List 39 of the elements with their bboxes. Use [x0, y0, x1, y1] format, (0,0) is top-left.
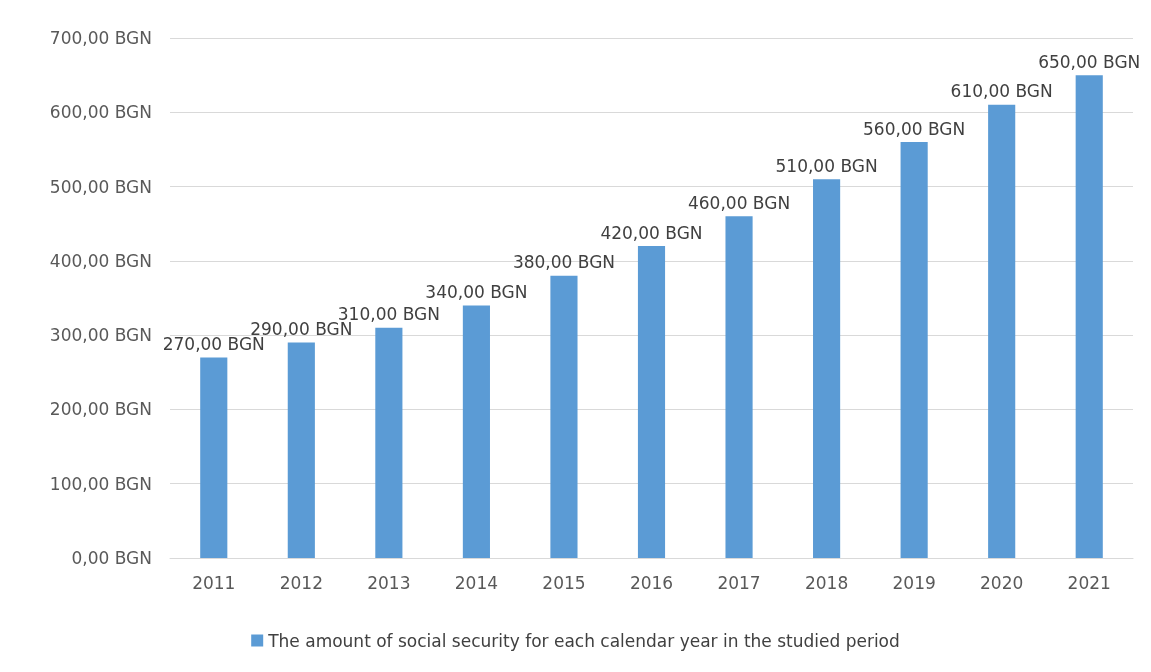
bar	[375, 327, 403, 558]
x-tick-label: 2015	[542, 572, 586, 593]
x-tick-label: 2021	[1067, 572, 1111, 593]
bar	[637, 246, 666, 558]
data-label: 340,00 BGN	[425, 281, 528, 302]
x-tick-label: 2011	[192, 572, 236, 593]
data-label: 650,00 BGN	[1038, 51, 1141, 72]
data-label: 510,00 BGN	[775, 155, 878, 176]
y-tick-label: 300,00 BGN	[49, 325, 152, 346]
bar	[462, 305, 490, 558]
y-tick-label: 600,00 BGN	[49, 102, 152, 123]
x-tick-label: 2012	[279, 572, 323, 593]
y-tick-label: 200,00 BGN	[49, 399, 152, 420]
y-tick-label: 400,00 BGN	[49, 250, 152, 271]
x-tick-label: 2013	[367, 572, 411, 593]
x-tick-label: 2016	[629, 572, 674, 593]
data-label: 560,00 BGN	[863, 118, 966, 139]
data-label: 610,00 BGN	[950, 81, 1053, 102]
bar	[900, 142, 928, 558]
y-tick-label: 0,00 BGN	[71, 548, 152, 568]
legend-label: The amount of social security for each calendar year in the studied period	[267, 630, 900, 651]
bar	[200, 357, 228, 558]
bar	[1075, 75, 1103, 558]
bar	[550, 275, 578, 558]
bar	[287, 342, 315, 558]
x-tick-label: 2017	[717, 572, 761, 593]
y-tick-label: 500,00 BGN	[49, 176, 152, 197]
x-tick-label: 2019	[892, 572, 936, 593]
y-tick-label: 700,00 BGN	[49, 28, 152, 48]
bar	[725, 216, 753, 558]
data-label: 460,00 BGN	[687, 192, 791, 213]
data-label: 420,00 BGN	[600, 222, 703, 243]
bar	[813, 179, 841, 558]
y-tick-label: 100,00 BGN	[49, 473, 152, 494]
bar	[988, 104, 1016, 558]
x-tick-label: 2014	[454, 572, 499, 593]
x-tick-label: 2018	[804, 572, 849, 593]
x-tick-label: 2020	[980, 572, 1024, 593]
data-label: 380,00 BGN	[512, 252, 616, 273]
